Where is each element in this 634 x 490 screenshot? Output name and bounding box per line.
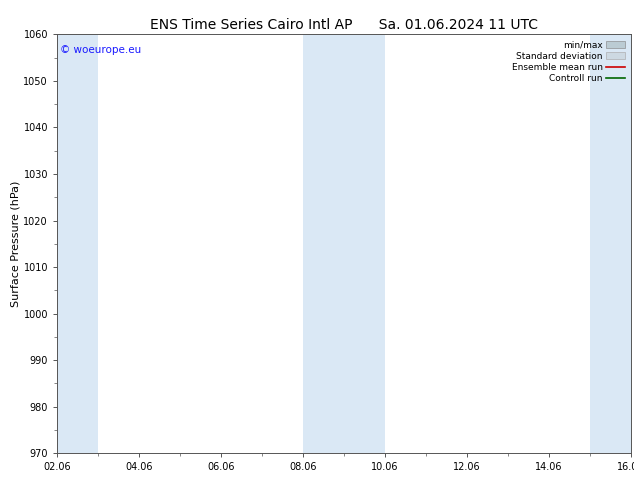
Legend: min/max, Standard deviation, Ensemble mean run, Controll run: min/max, Standard deviation, Ensemble me… [510,39,626,85]
Title: ENS Time Series Cairo Intl AP      Sa. 01.06.2024 11 UTC: ENS Time Series Cairo Intl AP Sa. 01.06.… [150,18,538,32]
Bar [303,34,385,453]
Bar [590,34,633,453]
Bar [55,34,98,453]
Y-axis label: Surface Pressure (hPa): Surface Pressure (hPa) [11,181,21,307]
Text: © woeurope.eu: © woeurope.eu [60,45,141,55]
